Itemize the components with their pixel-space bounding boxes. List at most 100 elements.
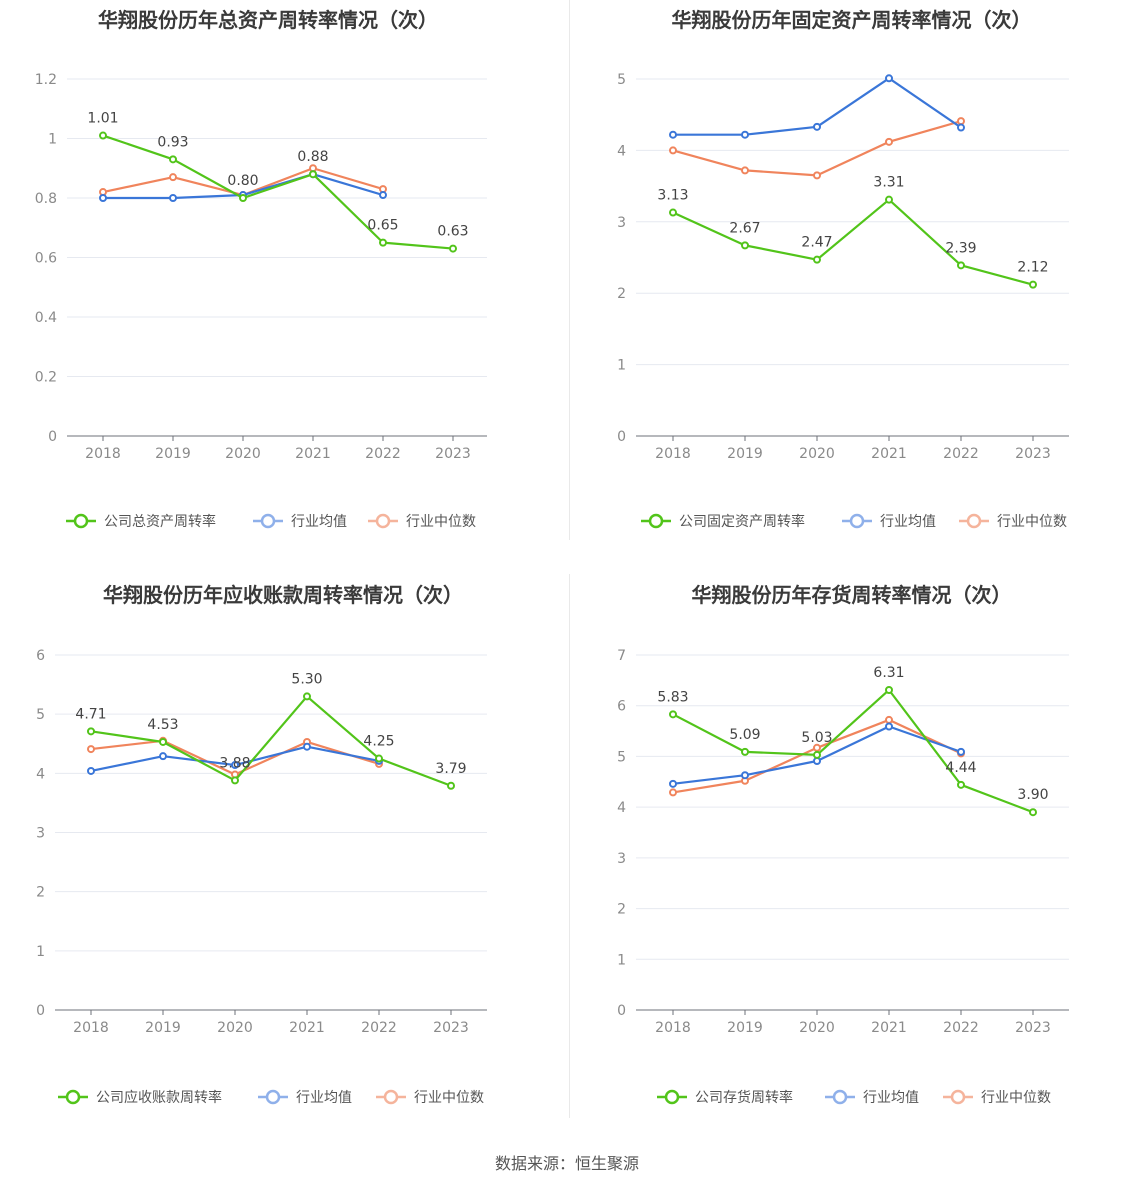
data-label: 5.03 [801, 730, 832, 746]
data-label: 0.88 [297, 149, 328, 165]
data-point [741, 747, 749, 756]
data-point [885, 74, 893, 83]
data-point [99, 131, 107, 140]
legend-swatch-marker [265, 1089, 281, 1105]
data-point [159, 752, 167, 761]
x-tick-label: 2020 [225, 446, 261, 462]
data-point [169, 155, 177, 164]
data-point [957, 117, 965, 126]
data-point [741, 130, 749, 139]
data-point [239, 194, 247, 202]
y-tick-label: 0.8 [35, 191, 57, 207]
data-point [1029, 280, 1037, 289]
data-point [957, 123, 965, 132]
legend-label: 公司总资产周转率 [104, 513, 216, 530]
legend-label: 行业中位数 [997, 514, 1067, 530]
data-point [741, 166, 749, 175]
y-tick-label: 2 [36, 885, 45, 901]
vertical-divider [569, 574, 570, 1118]
chart-panel-total-asset-turnover: 华翔股份历年总资产周转率情况（次） 0 0.2 0.4 0.6 0.8 1 1.2 2018 2… [0, 0, 566, 545]
y-tick-label: 0 [617, 429, 626, 445]
series-line [672, 688, 1034, 814]
data-point [957, 780, 965, 789]
x-tick-label: 2018 [85, 446, 121, 462]
data-point [813, 750, 821, 759]
data-label: 2.47 [801, 235, 832, 251]
data-label: 3.13 [657, 188, 688, 204]
x-tick-label: 2021 [871, 1020, 907, 1036]
series-line [90, 695, 452, 787]
legend-swatch-marker [65, 1089, 81, 1105]
chart-title: 华翔股份历年固定资产周转率情况（次） [671, 8, 1032, 32]
data-point [885, 137, 893, 146]
x-tick-label: 2018 [655, 446, 691, 462]
y-tick-label: 3 [617, 215, 626, 231]
y-tick-label: 0.4 [35, 310, 57, 326]
y-tick-label: 4 [617, 143, 626, 159]
y-tick-label: 0 [48, 429, 57, 445]
data-point [169, 194, 177, 202]
legend-swatch-marker [73, 513, 89, 529]
data-label: 5.30 [291, 671, 322, 687]
legend-swatch-marker [375, 513, 391, 529]
y-tick-label: 7 [617, 648, 626, 664]
y-tick-label: 0.6 [35, 251, 57, 267]
x-tick-label: 2019 [727, 446, 763, 462]
y-tick-label: 3 [617, 851, 626, 867]
data-label: 3.79 [435, 761, 466, 777]
y-tick-label: 1 [36, 944, 45, 960]
data-point [169, 173, 177, 182]
data-label: 0.80 [227, 173, 258, 189]
data-point [669, 208, 677, 217]
x-tick-label: 2021 [289, 1020, 325, 1036]
data-point [813, 171, 821, 180]
data-label: 1.01 [87, 111, 118, 127]
data-point [669, 788, 677, 797]
chart-panel-receivables-turnover: 华翔股份历年应收账款周转率情况（次） 0 1 2 3 4 5 6 2018 2019 2020 20… [0, 574, 566, 1124]
x-tick-label: 2023 [435, 446, 471, 462]
data-point [87, 727, 95, 736]
data-point [159, 737, 167, 746]
data-point [813, 743, 821, 752]
y-tick-label: 2 [617, 902, 626, 918]
data-label: 4.71 [75, 706, 106, 722]
data-point [99, 194, 107, 202]
data-label: 6.31 [873, 665, 904, 681]
chart-panel-fixed-asset-turnover: 华翔股份历年固定资产周转率情况（次） 0 1 2 3 4 5 2018 2019 2020 202… [569, 0, 1134, 545]
line-chart-fixed-asset-turnover: 0 1 2 3 4 5 2018 2019 2020 2021 2022 2023 3.13 2.67 2.… [617, 72, 1069, 530]
data-point [447, 781, 455, 790]
data-label: 0.63 [437, 224, 468, 240]
chart-title: 华翔股份历年存货周转率情况（次） [691, 583, 1012, 607]
data-label: 4.53 [147, 717, 178, 733]
data-label: 0.93 [157, 134, 188, 150]
y-tick-label: 5 [36, 707, 45, 723]
y-tick-label: 5 [617, 749, 626, 765]
legend-swatch-marker [648, 513, 664, 529]
y-tick-label: 1 [617, 952, 626, 968]
legend-swatch-marker [849, 513, 865, 529]
data-point [885, 715, 893, 724]
data-point [231, 761, 239, 770]
x-tick-label: 2020 [799, 1020, 835, 1036]
y-tick-label: 4 [36, 766, 45, 782]
data-point [885, 685, 893, 694]
chart-title: 华翔股份历年应收账款周转率情况（次） [103, 583, 463, 607]
y-tick-label: 1.2 [35, 72, 57, 88]
data-point [741, 771, 749, 780]
legend-label: 行业中位数 [414, 1090, 484, 1106]
x-tick-label: 2023 [433, 1020, 469, 1036]
y-tick-label: 5 [617, 72, 626, 88]
data-point [379, 191, 387, 200]
data-label: 3.31 [873, 175, 904, 191]
data-point [957, 261, 965, 270]
series-line [102, 134, 454, 250]
data-point [231, 776, 239, 785]
legend-label: 行业中位数 [406, 514, 476, 530]
data-label: 4.25 [363, 734, 394, 750]
legend-label: 公司存货周转率 [695, 1089, 793, 1106]
vertical-divider [569, 0, 570, 540]
data-point [87, 745, 95, 754]
legend-swatch-marker [950, 1089, 966, 1105]
data-point [669, 710, 677, 719]
x-tick-label: 2019 [155, 446, 191, 462]
